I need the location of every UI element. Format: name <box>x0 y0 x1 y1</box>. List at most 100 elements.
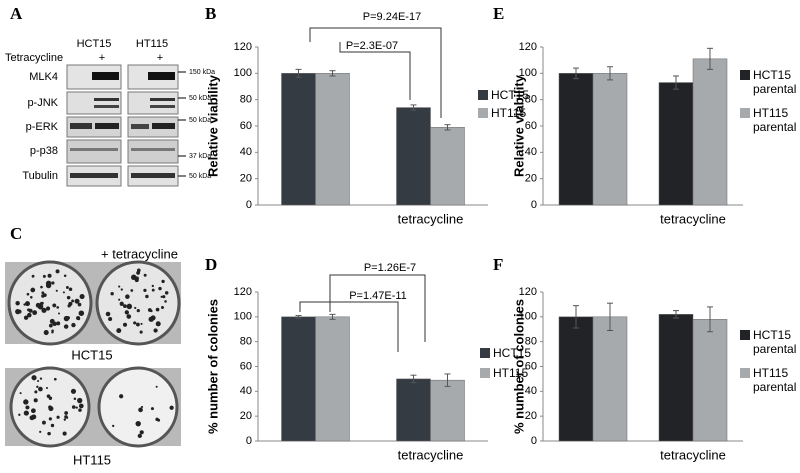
error-bar <box>329 70 336 77</box>
bar <box>281 316 316 442</box>
size-marker: 37 kDa <box>189 153 211 160</box>
y-axis-label: % number of colonies <box>205 299 220 434</box>
colony <box>126 314 132 319</box>
p-value: P=2.3E-07 <box>346 40 398 52</box>
colony <box>158 286 162 291</box>
colony <box>15 309 21 315</box>
bar <box>558 316 594 442</box>
y-tick-label: 60 <box>240 120 252 132</box>
size-marker: 50 kDa <box>189 95 211 102</box>
colony <box>63 324 69 329</box>
colony <box>78 408 82 412</box>
colony <box>134 306 137 310</box>
colony <box>77 397 83 404</box>
colony <box>138 407 143 413</box>
colony <box>151 284 154 288</box>
panel-label: B <box>205 4 216 23</box>
colony <box>151 288 155 292</box>
western-blot <box>66 64 179 187</box>
colony <box>70 388 77 394</box>
x-tick-label: tetracycline <box>660 447 726 462</box>
legend-label: HCT15 <box>491 88 530 102</box>
error-bar <box>607 66 613 81</box>
colony <box>119 301 124 306</box>
colony <box>33 398 38 403</box>
colony <box>124 310 130 315</box>
legend-label: HCT15 parental <box>753 68 797 96</box>
p-value: P=1.26E-7 <box>364 262 416 274</box>
colony <box>140 322 143 325</box>
y-tick-label: 120 <box>519 41 537 53</box>
colony <box>23 410 29 416</box>
colony <box>55 289 58 292</box>
colony <box>77 317 81 321</box>
colony <box>43 329 49 336</box>
colony <box>137 433 142 438</box>
p-value: P=1.47E-11 <box>349 290 407 302</box>
legend-item: HCT15 parental <box>753 328 796 356</box>
legend-item: HCT15 parental <box>753 68 797 96</box>
colony <box>116 328 122 334</box>
p-value-bracket <box>309 27 442 118</box>
colony <box>130 289 134 292</box>
colony <box>126 303 133 310</box>
colony <box>63 274 67 277</box>
colony <box>65 286 69 289</box>
colony <box>63 418 66 421</box>
size-marker: 50 kDa <box>189 173 211 180</box>
colony <box>157 418 161 422</box>
colony <box>30 296 33 299</box>
colony <box>150 407 154 411</box>
colony <box>31 375 37 381</box>
error-bar <box>444 124 451 131</box>
colony <box>31 274 35 278</box>
legend-label: HT115 <box>491 106 527 120</box>
colony <box>47 273 52 278</box>
y-tick-label: 100 <box>234 311 252 323</box>
colony <box>45 280 52 286</box>
legend-label: HT115 parental <box>753 366 797 394</box>
colony <box>135 322 140 327</box>
y-axis-label: Relative viability <box>205 74 220 177</box>
colony <box>112 424 115 428</box>
error-bar <box>295 68 302 78</box>
error-bar <box>329 313 336 320</box>
y-tick-label: 60 <box>525 120 537 132</box>
colony <box>118 298 121 301</box>
panel-label: E <box>493 4 504 23</box>
bar <box>430 127 465 206</box>
colony <box>30 408 36 414</box>
colony <box>19 392 22 395</box>
colony <box>169 405 174 410</box>
colony <box>58 312 61 315</box>
colony <box>36 385 39 388</box>
treatment-mark: + <box>157 52 163 64</box>
colony <box>155 385 158 388</box>
colony <box>42 274 46 278</box>
y-tick-label: 0 <box>531 199 537 211</box>
legend-swatch <box>478 90 488 100</box>
colony <box>49 318 55 324</box>
y-tick-label: 100 <box>519 67 537 79</box>
y-tick-label: 20 <box>525 173 537 185</box>
y-tick-label: 40 <box>525 146 537 158</box>
colony <box>141 405 144 409</box>
p-value: P=9.24E-17 <box>363 11 421 23</box>
size-marker: 150 kDa <box>189 69 215 76</box>
error-bar <box>707 306 713 333</box>
colony <box>139 330 143 334</box>
colony <box>51 281 55 285</box>
colony <box>136 309 140 313</box>
colony <box>153 328 158 333</box>
y-tick-label: 0 <box>246 435 252 447</box>
colony <box>68 301 73 306</box>
size-marker: 50 kDa <box>189 117 211 124</box>
colony <box>139 430 144 435</box>
colony <box>155 321 161 327</box>
colony <box>162 295 166 299</box>
colony-treatment: + tetracycline <box>101 246 178 261</box>
colony <box>120 288 123 291</box>
colony <box>55 269 60 274</box>
colony <box>62 431 67 436</box>
